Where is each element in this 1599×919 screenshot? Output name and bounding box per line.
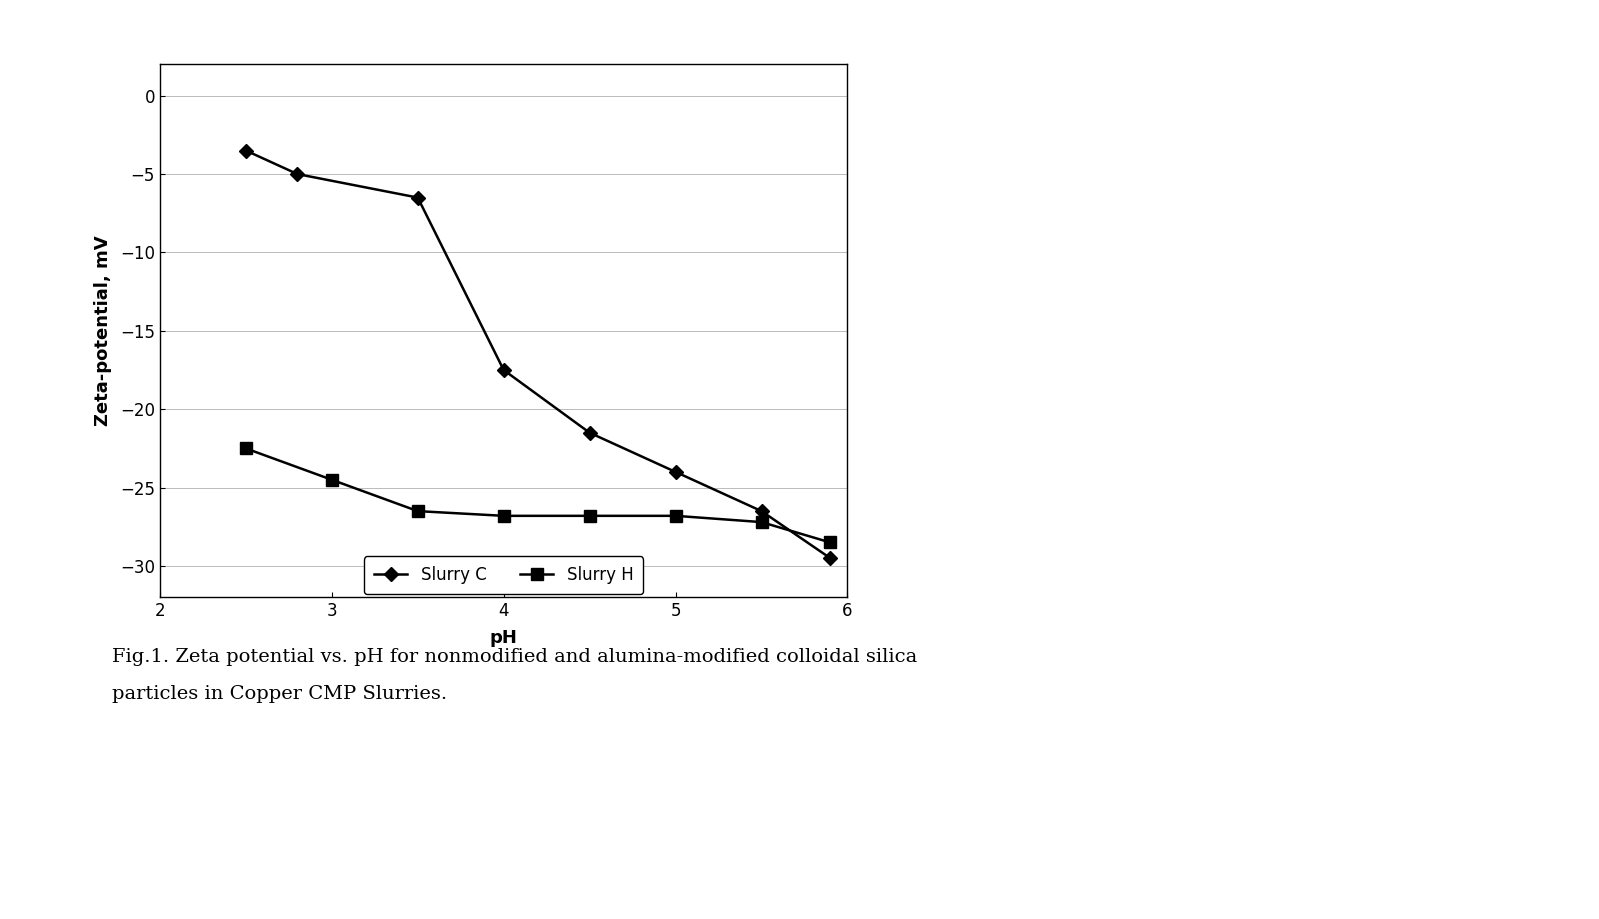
Slurry C — [580, 427, 600, 438]
Line: Slurry C: Slurry C — [241, 146, 835, 563]
Y-axis label: Zeta-potential, mV: Zeta-potential, mV — [94, 235, 112, 426]
Slurry C — [820, 552, 839, 563]
Slurry H — [580, 510, 600, 521]
Slurry H — [667, 510, 686, 521]
Slurry C — [288, 168, 307, 179]
Slurry C — [237, 145, 256, 156]
Slurry C — [667, 467, 686, 478]
Slurry H — [323, 474, 342, 485]
Slurry C — [408, 192, 427, 203]
Text: Fig.1. Zeta potential vs. pH for nonmodified and alumina-modified colloidal sili: Fig.1. Zeta potential vs. pH for nonmodi… — [112, 648, 918, 666]
Slurry H — [752, 516, 771, 528]
Slurry C — [752, 505, 771, 516]
Legend: Slurry C, Slurry H: Slurry C, Slurry H — [365, 556, 643, 595]
Slurry H — [494, 510, 513, 521]
Slurry H — [237, 443, 256, 454]
Text: particles in Copper CMP Slurries.: particles in Copper CMP Slurries. — [112, 685, 448, 703]
Slurry C — [494, 365, 513, 376]
Slurry H — [408, 505, 427, 516]
X-axis label: pH: pH — [489, 629, 518, 647]
Slurry H — [820, 537, 839, 548]
Line: Slurry H: Slurry H — [240, 443, 836, 548]
